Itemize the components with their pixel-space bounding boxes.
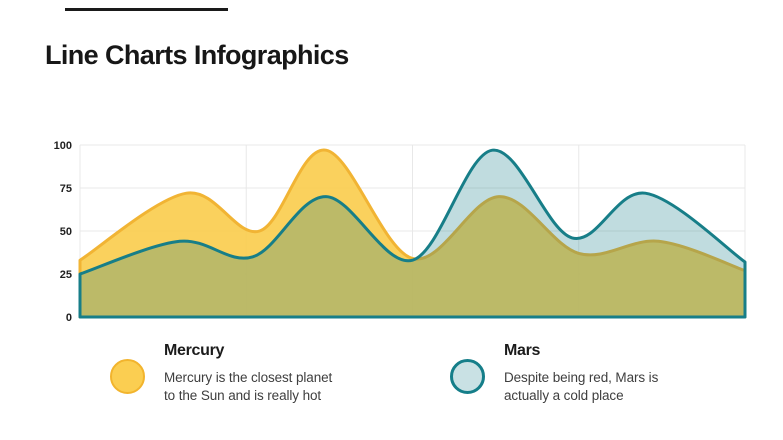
chart-legend: Mercury Mercury is the closest planet to… [0, 338, 783, 418]
y-axis-tick-label: 75 [60, 183, 72, 195]
y-axis-tick-label: 25 [60, 269, 72, 281]
chart-canvas: 0 25 50 75 100 [54, 140, 747, 324]
area-chart: 0 25 50 75 100 [0, 128, 783, 338]
y-axis-tick-label: 0 [66, 312, 72, 324]
mars-swatch-icon [450, 359, 485, 394]
page-title: Line Charts Infographics [45, 40, 349, 70]
legend-item-mars: Mars Despite being red, Mars is actually… [450, 338, 740, 418]
legend-title-mars: Mars [504, 342, 541, 359]
title-accent-line [65, 8, 228, 11]
legend-desc-mercury: Mercury is the closest planet to the Sun… [164, 370, 333, 403]
legend-desc-mars: Despite being red, Mars is actually a co… [504, 370, 659, 403]
series-area-mars [78, 148, 747, 319]
legend-title-mercury: Mercury [164, 342, 225, 359]
y-axis-tick-label: 50 [60, 226, 72, 238]
series-area-mercury [78, 148, 747, 319]
legend-item-mercury: Mercury Mercury is the closest planet to… [110, 338, 400, 418]
mercury-swatch-icon [110, 359, 145, 394]
y-axis-tick-label: 100 [54, 140, 72, 152]
